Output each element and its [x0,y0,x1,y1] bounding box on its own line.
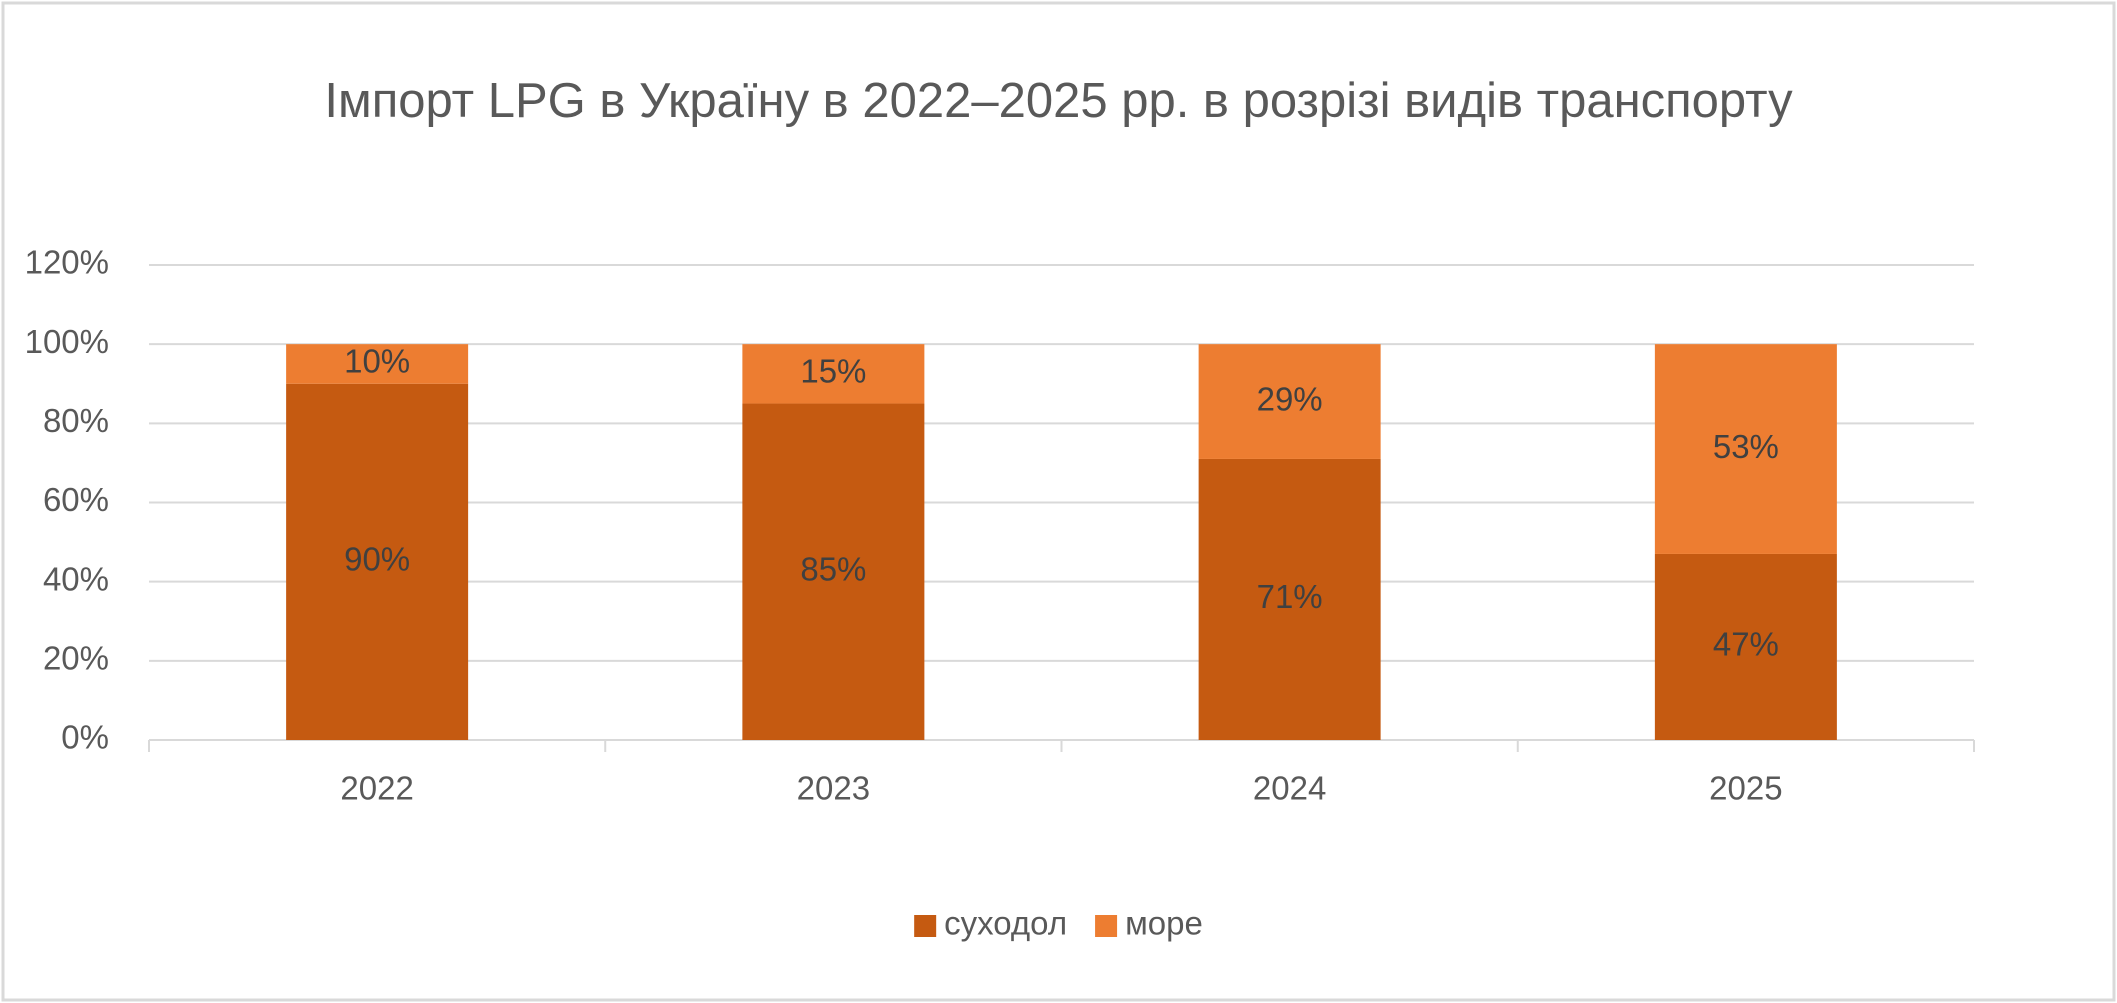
legend-label: суходол [944,905,1067,942]
bar-segment [1654,344,1837,554]
data-label: 15% [800,353,866,390]
bar-segment [1198,344,1381,459]
data-label: 10% [344,343,410,380]
x-tick-label: 2022 [340,770,413,807]
y-tick-label: 80% [43,402,109,439]
bar-segment [1654,553,1837,740]
x-tick-label: 2024 [1253,770,1326,807]
data-label: 53% [1713,428,1779,465]
y-tick-label: 100% [25,323,109,360]
y-tick-label: 20% [43,640,109,677]
bar-segment [1198,458,1381,740]
chart-title: Імпорт LPG в Україну в 2022–2025 рр. в р… [324,74,1793,128]
data-label: 29% [1257,380,1323,417]
data-label: 85% [800,550,866,587]
bar-segment [286,383,469,740]
legend-label: море [1125,905,1203,942]
data-label: 71% [1257,578,1323,615]
bar-segment [742,403,925,740]
y-tick-label: 0% [61,719,109,756]
bar-segment [742,344,925,404]
y-tick-label: 120% [25,244,109,281]
x-tick-label: 2023 [797,770,870,807]
x-tick-label: 2025 [1709,770,1782,807]
legend-swatch [1095,915,1118,937]
bar-segment [286,344,469,384]
data-label: 90% [344,541,410,578]
y-tick-label: 40% [43,560,109,597]
legend-swatch [914,915,937,937]
y-tick-label: 60% [43,481,109,518]
data-label: 47% [1713,626,1779,663]
